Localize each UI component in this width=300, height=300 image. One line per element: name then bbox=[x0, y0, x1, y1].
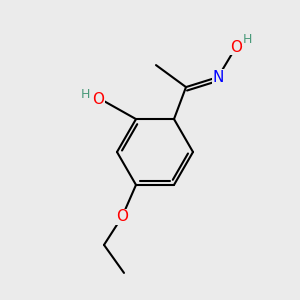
Text: O: O bbox=[230, 40, 242, 55]
Text: H: H bbox=[242, 33, 252, 46]
Text: H: H bbox=[80, 88, 90, 100]
Text: O: O bbox=[116, 209, 128, 224]
Text: O: O bbox=[92, 92, 104, 106]
Text: N: N bbox=[212, 70, 224, 85]
